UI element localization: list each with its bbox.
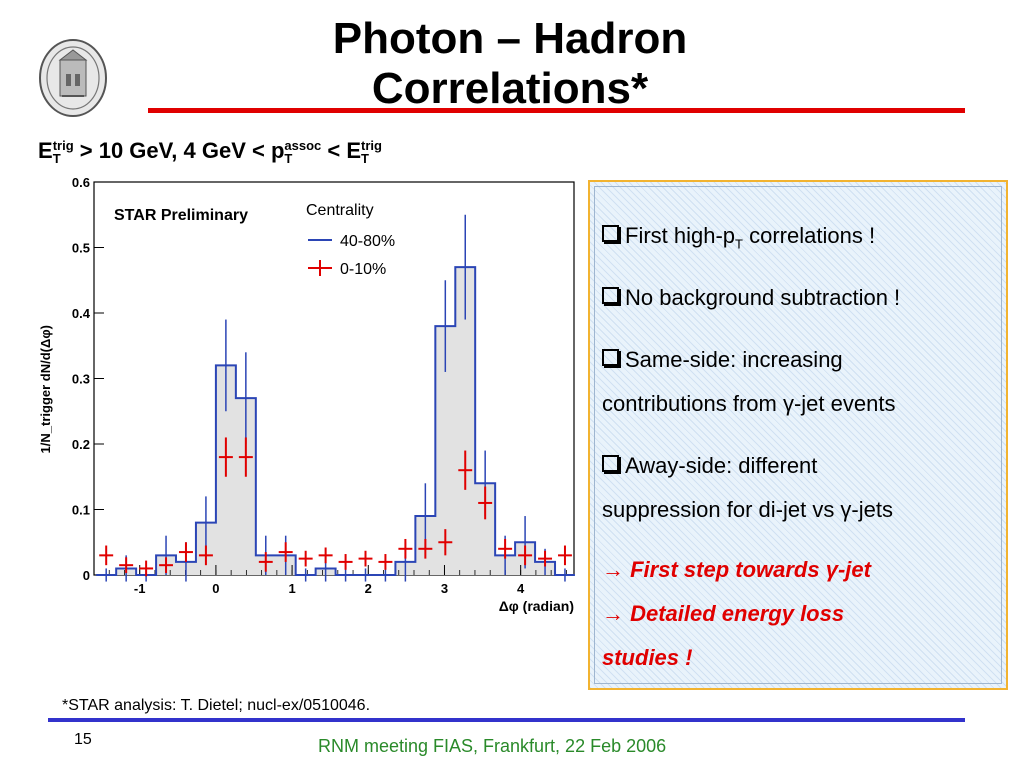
checkbox-bullet-icon [602, 287, 619, 304]
y-axis-label: 1/N_trigger dN/d(Δφ) [38, 325, 53, 453]
title-line-1: Photon – Hadron [332, 14, 688, 63]
bullet-no-background: No background subtraction ! [602, 276, 900, 320]
conclusion-first-step: → First step towards γ-jet [602, 557, 871, 582]
page-number: 15 [74, 731, 92, 748]
bullet-same-side-cont: contributions from γ-jet events [602, 391, 896, 416]
y-tick-label: 0.1 [72, 503, 90, 518]
y-tick-label: 0.5 [72, 241, 90, 256]
x-tick-label: 2 [365, 581, 372, 596]
conclusion-studies: studies ! [602, 645, 693, 670]
university-seal-logo [39, 39, 107, 117]
legend-title: Centrality [306, 202, 374, 219]
plot-frame [93, 181, 575, 576]
title-line-2: Correlations* [371, 64, 649, 113]
legend-label-0-10: 0-10% [340, 261, 386, 278]
x-tick-label: 1 [288, 581, 295, 596]
footer-rule [48, 718, 965, 722]
x-tick-label: -1 [134, 581, 146, 596]
title-underline-rule [148, 108, 965, 113]
x-axis-label: Δφ (radian) [499, 598, 574, 614]
footer-meeting-text: RNM meeting FIAS, Frankfurt, 22 Feb 2006 [318, 736, 667, 756]
checkbox-bullet-icon [602, 225, 619, 242]
slide-title: Photon – Hadron Correlations* [250, 14, 770, 114]
checkbox-bullet-icon [602, 455, 619, 472]
x-tick-label: 3 [441, 581, 448, 596]
y-tick-label: 0.4 [72, 306, 91, 321]
bullet-away-side: Away-side: different [602, 444, 817, 488]
bullet-high-pt: First high-pT correlations ! [602, 214, 875, 266]
bullet-away-side-cont: suppression for di-jet vs γ-jets [602, 497, 893, 522]
histogram-fill-40-80 [96, 267, 575, 575]
chart-title: STAR Preliminary [114, 207, 248, 224]
histogram-line-40-80 [96, 266, 575, 576]
footnote-citation: *STAR analysis: T. Dietel; nucl-ex/05100… [62, 697, 371, 714]
y-tick-label: 0 [83, 568, 90, 583]
x-tick-label: 0 [212, 581, 219, 596]
x-tick-label: 4 [517, 581, 525, 596]
y-tick-label: 0.2 [72, 437, 90, 452]
summary-box: First high-pT correlations ! No backgrou… [588, 180, 1008, 690]
y-tick-label: 0.3 [72, 372, 90, 387]
y-tick-label: 0.6 [72, 175, 90, 190]
correlation-histogram-chart: 0 0.1 0.2 0.3 0.4 0.5 0.6 -1 0 1 2 3 4 STAR Prelimin… [38, 175, 575, 614]
bullet-same-side: Same-side: increasing [602, 338, 843, 382]
legend-label-40-80: 40-80% [340, 233, 395, 250]
checkbox-bullet-icon [602, 349, 619, 366]
conclusion-energy-loss: → Detailed energy loss [602, 601, 845, 626]
